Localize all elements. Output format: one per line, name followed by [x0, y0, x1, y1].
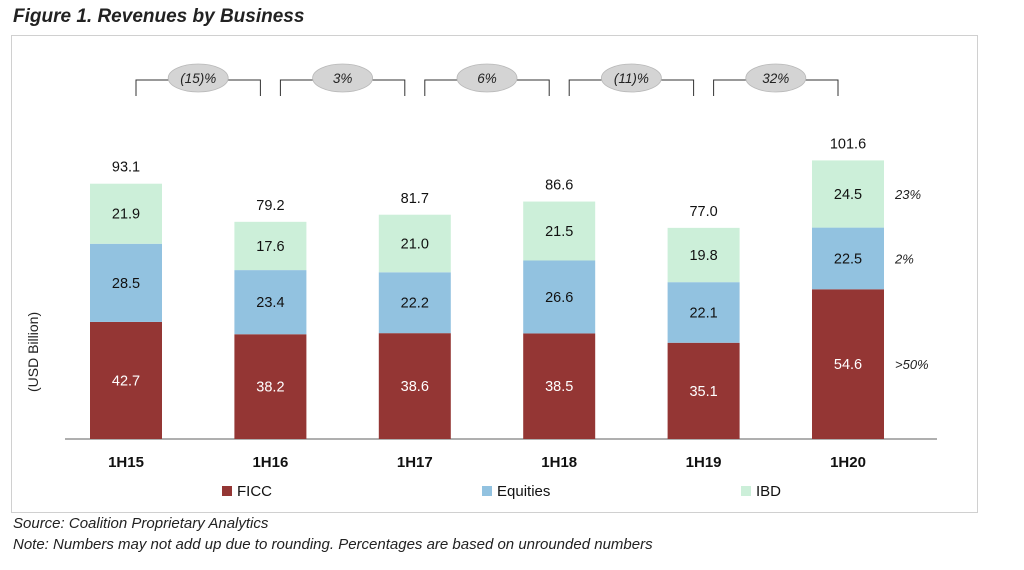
data-label-ibd-1h18: 21.5 — [545, 224, 573, 240]
growth-label: (15)% — [180, 71, 216, 86]
growth-pill — [456, 63, 518, 93]
figure-title: Figure 1. Revenues by Business — [13, 6, 305, 27]
growth-pill — [745, 63, 807, 93]
growth-label: 32% — [762, 71, 789, 86]
data-label-ficc-1h20: 54.6 — [834, 357, 862, 373]
legend-label-ficc: FICC — [237, 483, 272, 500]
legend-label-ibd: IBD — [756, 483, 781, 500]
total-label-1h15: 93.1 — [112, 160, 140, 176]
chart-frame — [11, 35, 978, 513]
data-label-ficc-1h17: 38.6 — [401, 379, 429, 395]
bar-ibd-1h20 — [812, 160, 884, 228]
bar-ibd-1h19 — [667, 227, 740, 283]
data-label-equities-1h16: 23.4 — [256, 295, 284, 311]
legend-swatch-equities — [482, 486, 492, 496]
side-annotation-ficc: >50% — [895, 357, 929, 372]
total-label-1h16: 79.2 — [256, 198, 284, 214]
data-label-equities-1h18: 26.6 — [545, 290, 573, 306]
bar-equities-1h18 — [523, 260, 596, 334]
bar-ibd-1h15 — [90, 183, 162, 244]
legend-swatch-ibd — [741, 486, 751, 496]
category-label-1h18: 1H18 — [541, 454, 577, 471]
growth-pill — [312, 63, 374, 93]
bar-ibd-1h17 — [378, 214, 451, 273]
bar-ibd-1h16 — [234, 221, 307, 271]
data-label-ibd-1h20: 24.5 — [834, 187, 862, 203]
bar-equities-1h19 — [667, 282, 740, 343]
total-label-1h19: 77.0 — [689, 204, 717, 220]
data-label-ibd-1h19: 19.8 — [689, 248, 717, 264]
data-label-ficc-1h15: 42.7 — [112, 373, 140, 389]
total-label-1h18: 86.6 — [545, 178, 573, 194]
bar-ficc-1h18 — [523, 333, 596, 439]
data-label-equities-1h17: 22.2 — [401, 296, 429, 312]
category-label-1h15: 1H15 — [108, 454, 144, 471]
data-label-ficc-1h16: 38.2 — [256, 380, 284, 396]
bar-equities-1h17 — [378, 272, 451, 334]
bar-equities-1h20 — [812, 227, 884, 290]
category-label-1h17: 1H17 — [397, 454, 433, 471]
growth-label: (11)% — [614, 71, 649, 86]
category-label-1h20: 1H20 — [830, 454, 866, 471]
data-label-equities-1h20: 22.5 — [834, 251, 862, 267]
data-label-ibd-1h16: 17.6 — [256, 239, 284, 255]
bar-equities-1h15 — [90, 243, 162, 322]
total-label-1h17: 81.7 — [401, 191, 429, 207]
category-label-1h16: 1H16 — [252, 454, 288, 471]
growth-pill — [167, 63, 229, 93]
total-label-1h20: 101.6 — [830, 136, 866, 152]
growth-label: 6% — [477, 71, 497, 86]
source-note: Source: Coalition Proprietary Analytics — [13, 515, 269, 532]
data-label-ibd-1h15: 21.9 — [112, 207, 140, 223]
bar-ibd-1h18 — [523, 201, 596, 261]
bar-ficc-1h17 — [378, 333, 451, 439]
rounding-note: Note: Numbers may not add up due to roun… — [13, 536, 653, 553]
growth-label: 3% — [333, 71, 353, 86]
side-annotation-ibd: 23% — [894, 187, 921, 202]
data-label-ibd-1h17: 21.0 — [401, 236, 429, 252]
legend-swatch-ficc — [222, 486, 232, 496]
growth-pill — [601, 63, 662, 93]
data-label-ficc-1h18: 38.5 — [545, 379, 573, 395]
side-annotation-equities: 2% — [894, 251, 914, 266]
legend-label-equities: Equities — [497, 483, 550, 500]
category-label-1h19: 1H19 — [686, 454, 722, 471]
bar-ficc-1h19 — [667, 342, 740, 439]
data-label-ficc-1h19: 35.1 — [689, 384, 717, 400]
data-label-equities-1h15: 28.5 — [112, 276, 140, 292]
data-label-equities-1h19: 22.1 — [689, 305, 717, 321]
y-axis-label: (USD Billion) — [25, 312, 41, 392]
bar-ficc-1h16 — [234, 334, 307, 439]
bar-equities-1h16 — [234, 270, 307, 335]
bar-ficc-1h20 — [812, 289, 884, 439]
bar-ficc-1h15 — [90, 321, 162, 439]
